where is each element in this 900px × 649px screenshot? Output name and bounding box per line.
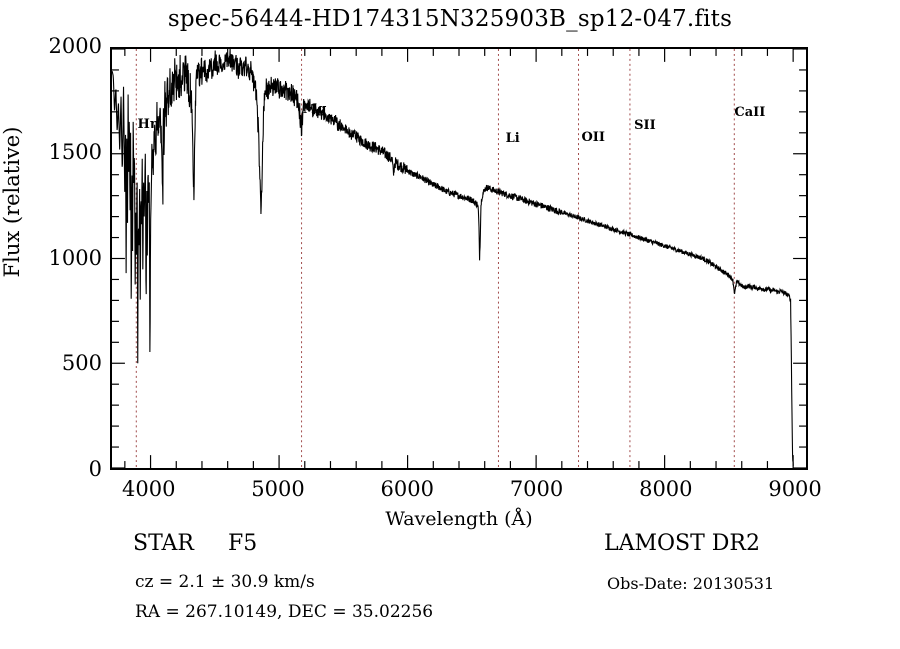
object-classification: STAR F5 <box>133 531 257 556</box>
line-label-CaII: CaII <box>734 105 766 120</box>
redshift-velocity: cz = 2.1 ± 30.9 km/s <box>135 572 315 592</box>
x-tick-label-7000: 7000 <box>509 477 564 501</box>
observation-date: Obs-Date: 20130531 <box>607 574 775 593</box>
spectrum-chart <box>112 49 806 468</box>
y-tick-label-0: 0 <box>88 457 102 481</box>
x-tick-label-6000: 6000 <box>380 477 435 501</box>
line-label-Mg: Mg <box>302 102 327 117</box>
y-tick-label-1500: 1500 <box>48 139 102 164</box>
line-label-Hη: Hη <box>137 117 160 132</box>
spectral-type-value: F5 <box>228 531 258 556</box>
axis-ticks <box>112 49 806 468</box>
line-label-Li: Li <box>505 131 520 146</box>
x-tick-label-4000: 4000 <box>122 477 176 501</box>
spectral-line-markers <box>135 49 735 468</box>
y-tick-label-2000: 2000 <box>48 34 102 58</box>
spectrum-curve <box>112 49 794 466</box>
y-tick-label-1000: 1000 <box>48 245 102 270</box>
x-tick-label-5000: 5000 <box>251 477 305 501</box>
object-class-value: STAR <box>133 531 194 556</box>
x-tick-label-9000: 9000 <box>768 477 822 501</box>
line-label-OII: OII <box>581 130 605 145</box>
survey-name: LAMOST DR2 <box>604 531 760 556</box>
line-label-SII: SII <box>634 118 656 133</box>
page-title: spec-56444-HD174315N325903B_sp12-047.fit… <box>167 6 733 32</box>
coordinates: RA = 267.10149, DEC = 35.02256 <box>135 602 434 622</box>
x-tick-label-8000: 8000 <box>639 477 693 501</box>
y-axis-label: Flux (relative) <box>0 126 24 278</box>
y-tick-label-500: 500 <box>61 351 102 376</box>
x-axis-label: Wavelength (Å) <box>385 508 533 530</box>
plot-frame <box>110 47 808 470</box>
